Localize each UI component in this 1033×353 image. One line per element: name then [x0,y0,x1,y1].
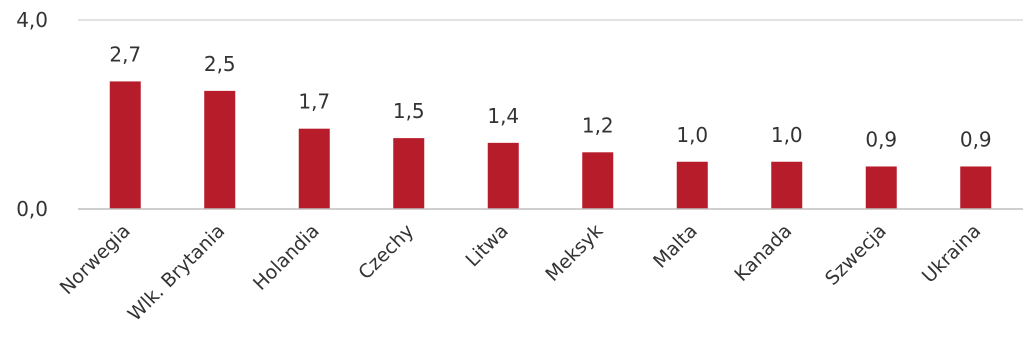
x-tick-label: Holandia [249,220,324,295]
data-label: 1,0 [676,123,708,147]
bar-kanada [771,161,803,209]
bar-malta [676,161,708,209]
data-label: 2,7 [109,42,141,66]
x-tick-label: Wlk. Brytania [124,220,230,326]
data-label: 1,4 [487,104,519,128]
y-tick-label: 4,0 [16,8,48,32]
y-axis: 0,0 4,0 [16,8,48,221]
x-tick-label: Szwecja [821,220,891,290]
data-label: 0,9 [865,127,897,151]
data-label: 1,5 [393,99,425,123]
bar-czechy [393,138,425,209]
bar-litwa [487,142,519,209]
bar-meksyk [582,152,614,209]
x-tick-label: Malta [649,220,702,273]
data-label: 1,0 [771,123,803,147]
data-label: 1,2 [582,113,614,137]
x-tick-label: Meksyk [541,220,607,286]
bar-ukraina [960,166,992,209]
y-tick-label: 0,0 [16,197,48,221]
bar-holandia [298,128,330,209]
x-tick-label: Kanada [730,220,796,286]
x-tick-label: Czechy [354,220,418,284]
data-label: 2,5 [204,52,236,76]
x-tick-label: Ukraina [918,220,985,287]
bar-norwegia [109,81,141,209]
x-tick-label: Litwa [462,220,513,271]
data-label: 1,7 [298,90,330,114]
bar-wlk-brytania [204,90,236,209]
x-tick-label: Norwegia [56,220,135,299]
data-label: 0,9 [960,127,992,151]
bars-layer [109,81,992,209]
bar-szwecja [865,166,897,209]
data-labels-layer: 2,7 2,5 1,7 1,5 1,4 1,2 1,0 1,0 0,9 0,9 [109,42,991,151]
